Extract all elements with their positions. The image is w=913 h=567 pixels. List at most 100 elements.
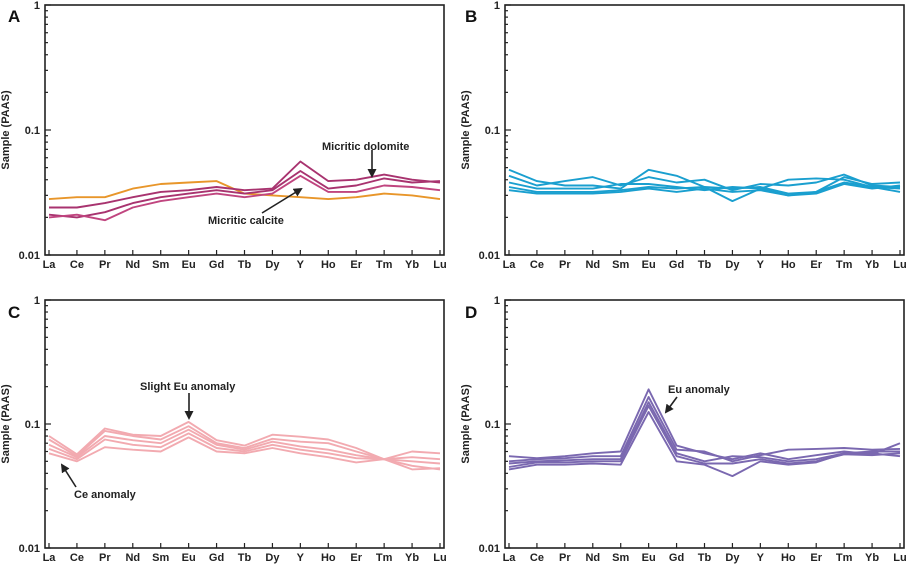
x-tick-label: Pr: [99, 259, 111, 271]
x-tick-label: Yb: [865, 259, 879, 271]
x-tick-label: Pr: [99, 552, 111, 564]
x-tick-label: Sm: [152, 259, 169, 271]
series-line-d1: [508, 388, 901, 461]
x-tick-label: Yb: [865, 552, 879, 564]
y-tick-label: 0.01: [479, 543, 500, 555]
series-line-c1: [48, 420, 441, 471]
x-tick-label: Dy: [725, 552, 740, 564]
x-tick-label: Gd: [209, 259, 224, 271]
series-line-d5: [508, 411, 901, 478]
y-axis-label: Sample (PAAS): [460, 384, 472, 464]
x-tick-label: Er: [810, 259, 822, 271]
panel-label: B: [465, 7, 477, 26]
x-tick-label: Eu: [642, 552, 656, 564]
x-tick-label: Ce: [530, 259, 544, 271]
x-tick-label: Ce: [70, 259, 84, 271]
plot-frame: [44, 299, 445, 549]
x-tick-label: Lu: [893, 259, 906, 271]
x-tick-label: Er: [810, 552, 822, 564]
x-tick-label: La: [503, 552, 517, 564]
x-tick-label: Nd: [585, 552, 600, 564]
y-tick-label: 1: [34, 295, 40, 307]
annotation-label: Micritic calcite: [208, 215, 284, 227]
y-tick-label: 1: [34, 0, 40, 12]
x-tick-label: Yb: [405, 552, 419, 564]
plot-frame: [504, 299, 905, 549]
annotation-arrow: [261, 187, 303, 214]
x-tick-label: Tm: [376, 259, 393, 271]
x-tick-label: Tb: [238, 259, 252, 271]
x-tick-label: Nd: [125, 552, 140, 564]
x-tick-label: Nd: [125, 259, 140, 271]
series-line-b5: [508, 183, 901, 197]
x-tick-label: Sm: [612, 259, 629, 271]
x-tick-label: Sm: [612, 552, 629, 564]
series-line-micritic-dolomite-2: [48, 170, 441, 219]
x-tick-label: Tb: [238, 552, 252, 564]
x-tick-label: Er: [350, 259, 362, 271]
x-tick-label: Sm: [152, 552, 169, 564]
x-tick-label: Tm: [836, 552, 853, 564]
x-tick-label: Ce: [530, 552, 544, 564]
x-tick-label: Er: [350, 552, 362, 564]
y-tick-label: 0.1: [485, 125, 500, 137]
series-line-b2: [508, 173, 901, 192]
panel-label: A: [8, 7, 20, 26]
series-line-c3: [48, 428, 441, 461]
x-tick-label: Eu: [182, 259, 196, 271]
x-tick-label: Y: [297, 259, 305, 271]
x-tick-label: Tb: [698, 552, 712, 564]
x-tick-label: La: [43, 259, 57, 271]
series-line-b3: [508, 177, 901, 193]
plot-frame: [504, 4, 905, 256]
y-tick-label: 0.1: [485, 419, 500, 431]
y-tick-label: 1: [494, 295, 500, 307]
x-tick-label: Dy: [265, 552, 280, 564]
annotation-label: Eu anomaly: [668, 384, 731, 396]
y-tick-label: 0.01: [19, 250, 40, 262]
series-line-b4: [508, 181, 901, 195]
y-tick-label: 1: [494, 0, 500, 12]
x-tick-label: La: [503, 259, 517, 271]
x-tick-label: Y: [297, 552, 305, 564]
y-tick-label: 0.1: [25, 125, 40, 137]
x-tick-label: Ho: [321, 552, 336, 564]
series-line-d2: [508, 396, 901, 463]
x-tick-label: Dy: [725, 259, 740, 271]
y-tick-label: 0.1: [25, 419, 40, 431]
series-line-micritic-dolomite-3: [48, 174, 441, 222]
x-tick-label: Y: [757, 259, 765, 271]
x-tick-label: Dy: [265, 259, 280, 271]
y-axis-label: Sample (PAAS): [460, 90, 472, 170]
x-tick-label: Tm: [836, 259, 853, 271]
annotation-label: Ce anomaly: [74, 489, 137, 501]
x-tick-label: Y: [757, 552, 765, 564]
panel-label: C: [8, 303, 20, 322]
x-tick-label: Eu: [642, 259, 656, 271]
x-tick-label: Tb: [698, 259, 712, 271]
series-line-c5: [48, 436, 441, 471]
annotation-arrow: [60, 463, 77, 488]
x-tick-label: Nd: [585, 259, 600, 271]
x-tick-label: Ho: [321, 259, 336, 271]
y-axis-label: Sample (PAAS): [0, 384, 12, 464]
x-tick-label: Pr: [559, 552, 571, 564]
x-tick-label: Eu: [182, 552, 196, 564]
x-tick-label: Ce: [70, 552, 84, 564]
x-tick-label: Gd: [209, 552, 224, 564]
series-line-c2: [48, 425, 441, 461]
x-tick-label: Pr: [559, 259, 571, 271]
annotation-arrow: [664, 396, 678, 414]
annotation-label: Slight Eu anomaly: [140, 381, 236, 393]
x-tick-label: Lu: [433, 259, 446, 271]
y-tick-label: 0.01: [479, 250, 500, 262]
panel-label: D: [465, 303, 477, 322]
series-line-c4: [48, 432, 441, 465]
x-tick-label: La: [43, 552, 57, 564]
x-tick-label: Gd: [669, 259, 684, 271]
